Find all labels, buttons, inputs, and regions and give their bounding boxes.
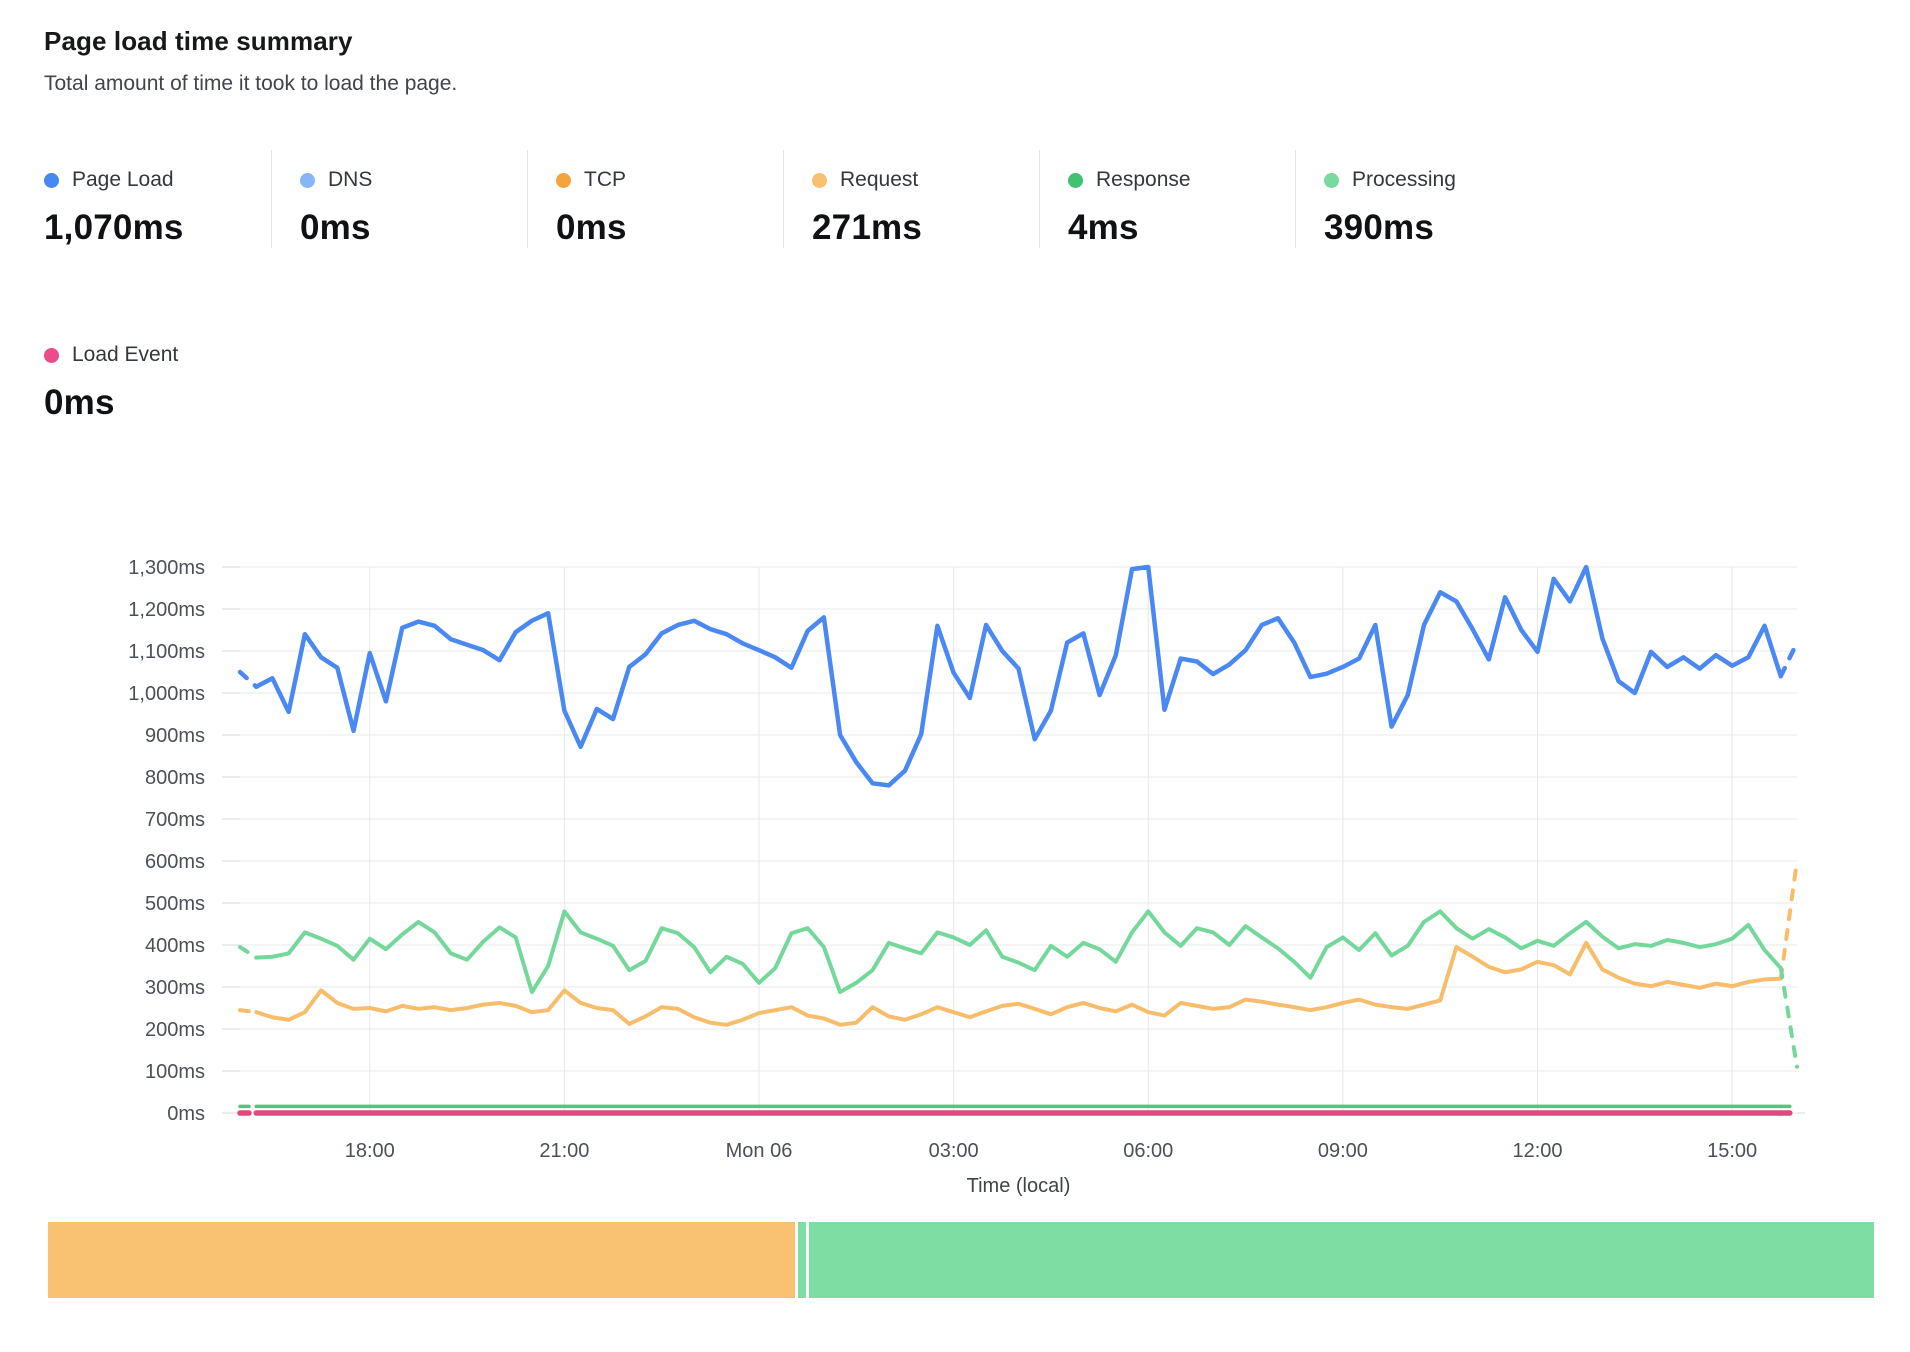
x-axis-tick-label: 06:00 xyxy=(1123,1140,1173,1162)
y-axis-tick-label: 900ms xyxy=(145,725,205,747)
tcp-legend-dot-icon xyxy=(556,172,571,188)
metrics-row-top: Page Load 1,070ms DNS 0ms TCP 0ms Reques… xyxy=(44,150,1551,290)
metric-label: Request xyxy=(840,168,919,191)
metric-value: 0ms xyxy=(556,208,627,247)
metric-page-load[interactable]: Page Load 1,070ms xyxy=(44,150,271,248)
y-axis-tick-label: 200ms xyxy=(145,1019,205,1041)
metric-label: Processing xyxy=(1352,168,1456,191)
metric-value: 0ms xyxy=(300,208,371,247)
y-axis-tick-label: 500ms xyxy=(145,893,205,915)
y-axis-tick-label: 1,100ms xyxy=(128,641,205,663)
x-axis-tick-label: Mon 06 xyxy=(726,1140,793,1162)
page-load-line xyxy=(253,564,1784,788)
x-axis-title: Time (local) xyxy=(967,1175,1071,1197)
x-axis-tick-label: 09:00 xyxy=(1318,1140,1368,1162)
metric-label: DNS xyxy=(328,168,373,191)
bar-segment-gap xyxy=(794,1222,798,1298)
load-event-legend-dot-icon xyxy=(44,347,59,363)
page-load-legend-dot-icon xyxy=(44,172,59,188)
bar-segment-gap xyxy=(805,1222,809,1298)
x-axis-tick-label: 15:00 xyxy=(1707,1140,1757,1162)
metric-label: Page Load xyxy=(72,168,174,191)
metric-value: 271ms xyxy=(812,208,922,247)
metric-label: TCP xyxy=(584,168,626,191)
metric-value: 390ms xyxy=(1324,208,1434,247)
y-axis-tick-label: 300ms xyxy=(145,977,205,999)
metric-processing[interactable]: Processing 390ms xyxy=(1295,150,1551,248)
y-axis-tick-label: 1,000ms xyxy=(128,683,205,705)
response-legend-dot-icon xyxy=(1068,172,1083,188)
request-line xyxy=(254,940,1783,1027)
metric-label: Response xyxy=(1096,168,1191,191)
page-load-time-chart[interactable]: 0ms 100ms 200ms 300ms 400ms 500ms 600ms 700ms 80… xyxy=(0,0,1910,1210)
y-axis-tick-label: 600ms xyxy=(145,851,205,873)
x-axis-tick-label: 12:00 xyxy=(1512,1140,1562,1162)
x-axis-tick-label: 03:00 xyxy=(929,1140,979,1162)
bar-segment-request-share xyxy=(48,1222,795,1298)
metric-value: 1,070ms xyxy=(44,208,184,247)
request-legend-dot-icon xyxy=(812,172,827,188)
y-axis-tick-label: 400ms xyxy=(145,935,205,957)
load-time-distribution-bar xyxy=(48,1222,1874,1298)
y-axis-tick-label: 800ms xyxy=(145,767,205,789)
bar-segment-processing-sliver xyxy=(797,1222,806,1298)
metric-dns[interactable]: DNS 0ms xyxy=(271,150,527,248)
y-axis-tick-label: 100ms xyxy=(145,1061,205,1083)
metric-request[interactable]: Request 271ms xyxy=(783,150,1039,248)
metric-load-event[interactable]: Load Event 0ms xyxy=(44,325,271,455)
y-axis-tick-label: 1,200ms xyxy=(128,599,205,621)
bar-segment-processing-share xyxy=(808,1222,1874,1298)
x-axis-tick-label: 18:00 xyxy=(345,1140,395,1162)
y-axis-tick-label: 0ms xyxy=(167,1103,205,1125)
x-axis-tick-label: 21:00 xyxy=(539,1140,589,1162)
metric-value: 4ms xyxy=(1068,208,1139,247)
metric-response[interactable]: Response 4ms xyxy=(1039,150,1295,248)
y-axis-tick-label: 700ms xyxy=(145,809,205,831)
page-subtitle: Total amount of time it took to load the… xyxy=(44,72,458,95)
processing-legend-dot-icon xyxy=(1324,172,1339,188)
metrics-row-bottom: Load Event 0ms xyxy=(44,325,271,455)
metric-tcp[interactable]: TCP 0ms xyxy=(527,150,783,248)
page-title: Page load time summary xyxy=(44,26,353,56)
dns-legend-dot-icon xyxy=(300,172,315,188)
metric-value: 0ms xyxy=(44,383,115,422)
metric-label: Load Event xyxy=(72,343,179,366)
processing-line xyxy=(254,909,1783,995)
y-axis-tick-label: 1,300ms xyxy=(128,557,205,579)
